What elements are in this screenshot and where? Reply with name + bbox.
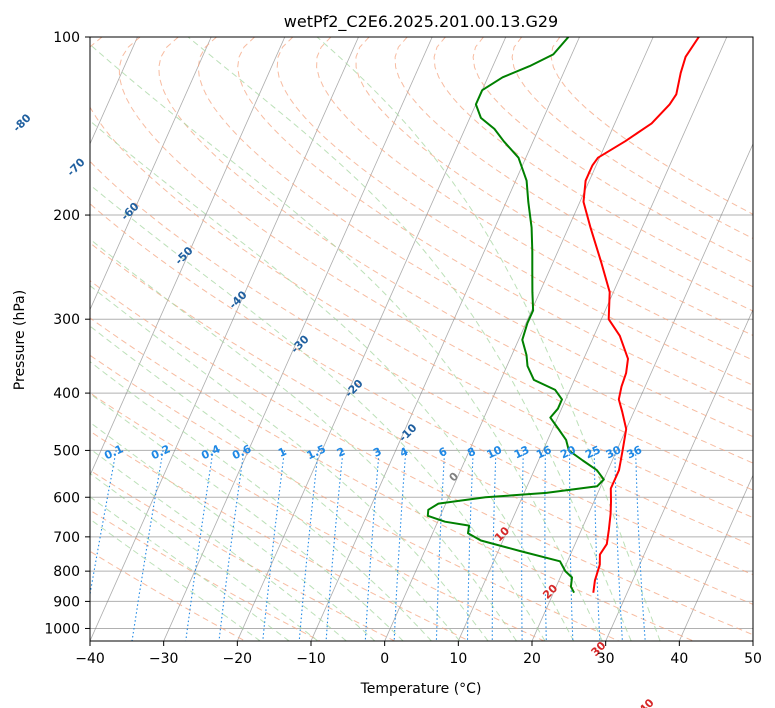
isotherm-line xyxy=(90,37,359,641)
y-tick-label: 700 xyxy=(53,530,80,546)
x-axis-title: Temperature (°C) xyxy=(360,681,482,697)
mixing-ratio-line xyxy=(262,450,286,641)
mixing-ratio-line xyxy=(185,450,214,641)
x-tick-label: −30 xyxy=(149,651,179,667)
y-tick-label: 800 xyxy=(53,564,80,580)
dry-adiabat-line xyxy=(550,37,753,215)
x-tick-label: 10 xyxy=(449,651,467,667)
y-tick-label: 900 xyxy=(53,594,80,610)
moist-adiabat-line xyxy=(90,325,461,641)
mixing-ratio-label: 16 xyxy=(534,443,554,461)
dry-adiabat-line xyxy=(197,37,753,438)
isotherm-line xyxy=(457,37,728,641)
moist-adiabat-line xyxy=(90,496,290,641)
isotherm-line xyxy=(163,37,433,641)
mixing-ratio-label: 20 xyxy=(558,443,578,461)
tick-layer: −40 −30 −20 −10 0 10 20 30 40 50 100 200 300 400 500 60… xyxy=(44,30,762,667)
x-tick-label: 30 xyxy=(597,651,615,667)
x-tick-label: 20 xyxy=(523,651,541,667)
moist-adiabat-line xyxy=(316,37,661,641)
temperature-profile xyxy=(582,37,700,593)
isotherm-line xyxy=(531,142,753,641)
y-tick-label: 600 xyxy=(53,490,80,506)
mixing-ratio-label: 30 xyxy=(604,443,624,461)
dry-adiabat-line xyxy=(90,317,694,641)
isotherm-line xyxy=(236,37,507,641)
dry-adiabat-line xyxy=(511,37,753,240)
dry-adiabat-line xyxy=(355,37,753,336)
moist-adiabat-line xyxy=(187,37,632,641)
mixing-ratio-line xyxy=(218,450,245,641)
dry-adiabat-line xyxy=(90,37,753,519)
isotherm-line xyxy=(310,37,580,641)
y-tick-label: 100 xyxy=(53,30,80,46)
moist-adiabat-line xyxy=(90,361,432,641)
mixing-ratio-label: 25 xyxy=(583,443,602,461)
isotherm-line xyxy=(90,37,138,145)
dry-adiabat-line xyxy=(90,280,753,636)
moist-adiabat-line xyxy=(90,448,347,641)
y-tick-label: 400 xyxy=(53,386,80,402)
y-tick-label: 300 xyxy=(53,312,80,328)
isotherm-line xyxy=(678,474,753,641)
x-tick-label: −40 xyxy=(75,651,105,667)
plot-frame xyxy=(89,36,754,642)
x-tick-label: 0 xyxy=(380,651,389,667)
x-tick-label: −20 xyxy=(223,651,253,667)
dry-adiabat-line xyxy=(90,354,619,641)
isotherm-label: 40 xyxy=(637,696,657,708)
moist-adiabat-line xyxy=(90,285,489,641)
mixing-ratio-label: 10 xyxy=(485,443,505,461)
isotherm-line xyxy=(90,37,212,311)
mixing-ratio-label: 13 xyxy=(512,443,531,461)
mixing-ratio-label: 36 xyxy=(625,443,645,461)
isotherm-line xyxy=(605,308,753,641)
mixing-ratio-line xyxy=(90,450,117,598)
x-tick-label: −10 xyxy=(296,651,326,667)
dry-adiabat-line xyxy=(90,509,321,641)
moist-adiabat-line xyxy=(90,184,546,641)
moist-adiabat-line xyxy=(90,43,603,641)
x-tick-label: 40 xyxy=(670,651,688,667)
dry-adiabat-line xyxy=(90,469,395,641)
data-layer xyxy=(426,37,700,594)
y-axis-title: Pressure (hPa) xyxy=(12,290,28,390)
moist-adiabat-line xyxy=(90,421,376,641)
moist-adiabat-line xyxy=(90,518,261,641)
grid-layer xyxy=(90,37,753,641)
x-tick-label: 50 xyxy=(744,651,762,667)
moist-adiabat-line xyxy=(90,392,404,641)
y-tick-label: 200 xyxy=(53,208,80,224)
dry-adiabat-line xyxy=(276,37,753,386)
dry-adiabat-line xyxy=(316,37,753,361)
dry-adiabat-line xyxy=(237,37,753,412)
y-tick-label: 500 xyxy=(53,443,80,459)
isotherm-line xyxy=(384,37,654,641)
dry-adiabat-line xyxy=(90,160,753,547)
y-tick-label: 1000 xyxy=(44,621,80,637)
dry-adiabat-line xyxy=(90,203,753,576)
moist-adiabat-line xyxy=(90,120,575,641)
moist-adiabat-line xyxy=(90,472,319,641)
mixing-ratio-line xyxy=(131,450,164,641)
chart-title: wetPf2_C2E6.2025.201.00.13.G29 xyxy=(284,12,558,32)
dewpoint-profile xyxy=(426,37,605,594)
